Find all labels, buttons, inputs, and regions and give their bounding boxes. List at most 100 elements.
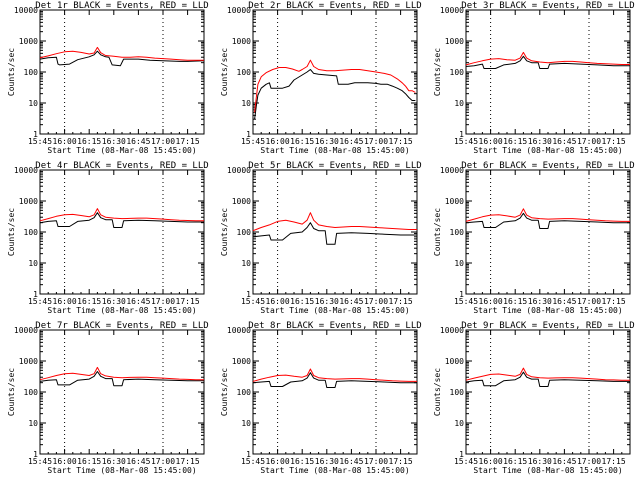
y-tick-label: 10 <box>28 259 38 268</box>
y-tick-label: 100 <box>24 228 39 237</box>
y-tick-label: 100 <box>450 228 465 237</box>
x-tick-label: 16:45 <box>339 137 363 146</box>
x-tick-label: 17:15 <box>389 457 413 466</box>
y-tick-label: 100 <box>237 388 252 397</box>
x-tick-label: 16:00 <box>479 297 503 306</box>
y-tick-label: 1 <box>459 130 464 139</box>
plot-frame <box>39 9 205 135</box>
x-tick-label: 17:15 <box>389 297 413 306</box>
y-tick-label: 10000 <box>14 166 38 175</box>
lld-series-line <box>465 51 630 66</box>
x-tick-label: 16:00 <box>266 297 290 306</box>
x-tick-label: 16:30 <box>102 137 126 146</box>
x-tick-label: 16:30 <box>528 297 552 306</box>
x-tick-label: 16:15 <box>503 297 527 306</box>
y-tick-label: 100 <box>237 68 252 77</box>
x-axis-label: Start Time (08-Mar-08 15:45:00) <box>473 306 622 315</box>
plot-frame <box>39 329 205 455</box>
y-tick-label: 10000 <box>227 326 251 335</box>
panel-title: Det 6r BLACK = Events, RED = LLD <box>461 161 634 171</box>
x-axis-label: Start Time (08-Mar-08 15:45:00) <box>260 306 409 315</box>
events-series-line <box>465 371 630 387</box>
panel-title: Det 2r BLACK = Events, RED = LLD <box>248 1 421 11</box>
x-tick-label: 16:30 <box>102 297 126 306</box>
y-tick-label: 10000 <box>14 6 38 15</box>
y-tick-label: 10 <box>28 419 38 428</box>
events-series-line <box>39 371 204 387</box>
x-tick-label: 16:15 <box>77 297 101 306</box>
lld-series-line <box>252 212 417 232</box>
y-tick-label: 10 <box>241 259 251 268</box>
plot-frame <box>39 169 205 295</box>
y-axis-label: Counts/sec <box>7 48 16 96</box>
y-tick-label: 1 <box>459 290 464 299</box>
x-tick-label: 16:45 <box>339 457 363 466</box>
panel-title: Det 9r BLACK = Events, RED = LLD <box>461 321 634 331</box>
panel-title: Det 4r BLACK = Events, RED = LLD <box>35 161 208 171</box>
x-tick-label: 15:45 <box>241 457 265 466</box>
x-tick-label: 16:30 <box>315 137 339 146</box>
y-tick-label: 1 <box>246 130 251 139</box>
events-series-line <box>465 212 630 229</box>
events-series-line <box>39 50 205 67</box>
x-tick-label: 16:45 <box>126 297 150 306</box>
plot-frame <box>252 169 418 295</box>
y-tick-label: 1000 <box>232 37 251 46</box>
y-axis-label: Counts/sec <box>433 368 442 416</box>
y-tick-label: 10 <box>241 99 251 108</box>
x-axis-label: Start Time (08-Mar-08 15:45:00) <box>473 146 622 155</box>
x-tick-label: 16:00 <box>53 137 77 146</box>
x-tick-label: 16:30 <box>528 137 552 146</box>
plot-frame <box>465 9 631 135</box>
y-tick-label: 1 <box>33 130 38 139</box>
y-tick-label: 10 <box>454 259 464 268</box>
lld-series-line <box>39 366 204 381</box>
x-tick-label: 16:30 <box>102 457 126 466</box>
y-tick-label: 1 <box>33 290 38 299</box>
x-tick-label: 16:00 <box>53 297 77 306</box>
y-axis-label: Counts/sec <box>433 208 442 256</box>
y-tick-label: 10 <box>454 99 464 108</box>
events-series-line <box>252 372 417 388</box>
x-tick-label: 17:15 <box>176 297 200 306</box>
y-tick-label: 1 <box>246 450 251 459</box>
x-axis-label: Start Time (08-Mar-08 15:45:00) <box>260 146 409 155</box>
events-series-line <box>465 55 630 69</box>
events-series-line <box>254 69 416 120</box>
x-tick-label: 15:45 <box>241 297 265 306</box>
y-axis-label: Counts/sec <box>220 208 229 256</box>
y-tick-label: 10000 <box>14 326 38 335</box>
lld-series-line <box>252 368 417 382</box>
x-tick-label: 16:15 <box>77 457 101 466</box>
x-tick-label: 17:00 <box>151 297 175 306</box>
y-tick-label: 1000 <box>232 197 251 206</box>
y-axis-label: Counts/sec <box>7 368 16 416</box>
x-axis-label: Start Time (08-Mar-08 15:45:00) <box>260 466 409 475</box>
x-tick-label: 17:15 <box>602 137 626 146</box>
x-axis-label: Start Time (08-Mar-08 15:45:00) <box>473 466 622 475</box>
lld-series-line <box>254 59 416 113</box>
x-tick-label: 17:15 <box>389 137 413 146</box>
panel-title: Det 8r BLACK = Events, RED = LLD <box>248 321 421 331</box>
x-tick-label: 16:45 <box>552 457 576 466</box>
y-tick-label: 1000 <box>232 357 251 366</box>
y-tick-label: 1000 <box>445 37 464 46</box>
plot-frame <box>465 329 631 455</box>
x-tick-label: 17:00 <box>577 297 601 306</box>
y-tick-label: 1000 <box>445 197 464 206</box>
y-tick-label: 10 <box>28 99 38 108</box>
x-tick-label: 16:30 <box>315 457 339 466</box>
y-tick-label: 1 <box>246 290 251 299</box>
x-tick-label: 16:15 <box>503 137 527 146</box>
y-axis-label: Counts/sec <box>220 48 229 96</box>
panel-title: Det 7r BLACK = Events, RED = LLD <box>35 321 208 331</box>
panel-title: Det 5r BLACK = Events, RED = LLD <box>248 161 421 171</box>
x-tick-label: 16:00 <box>266 137 290 146</box>
x-tick-label: 16:00 <box>53 457 77 466</box>
y-tick-label: 10 <box>241 419 251 428</box>
panel-title: Det 1r BLACK = Events, RED = LLD <box>35 1 208 11</box>
